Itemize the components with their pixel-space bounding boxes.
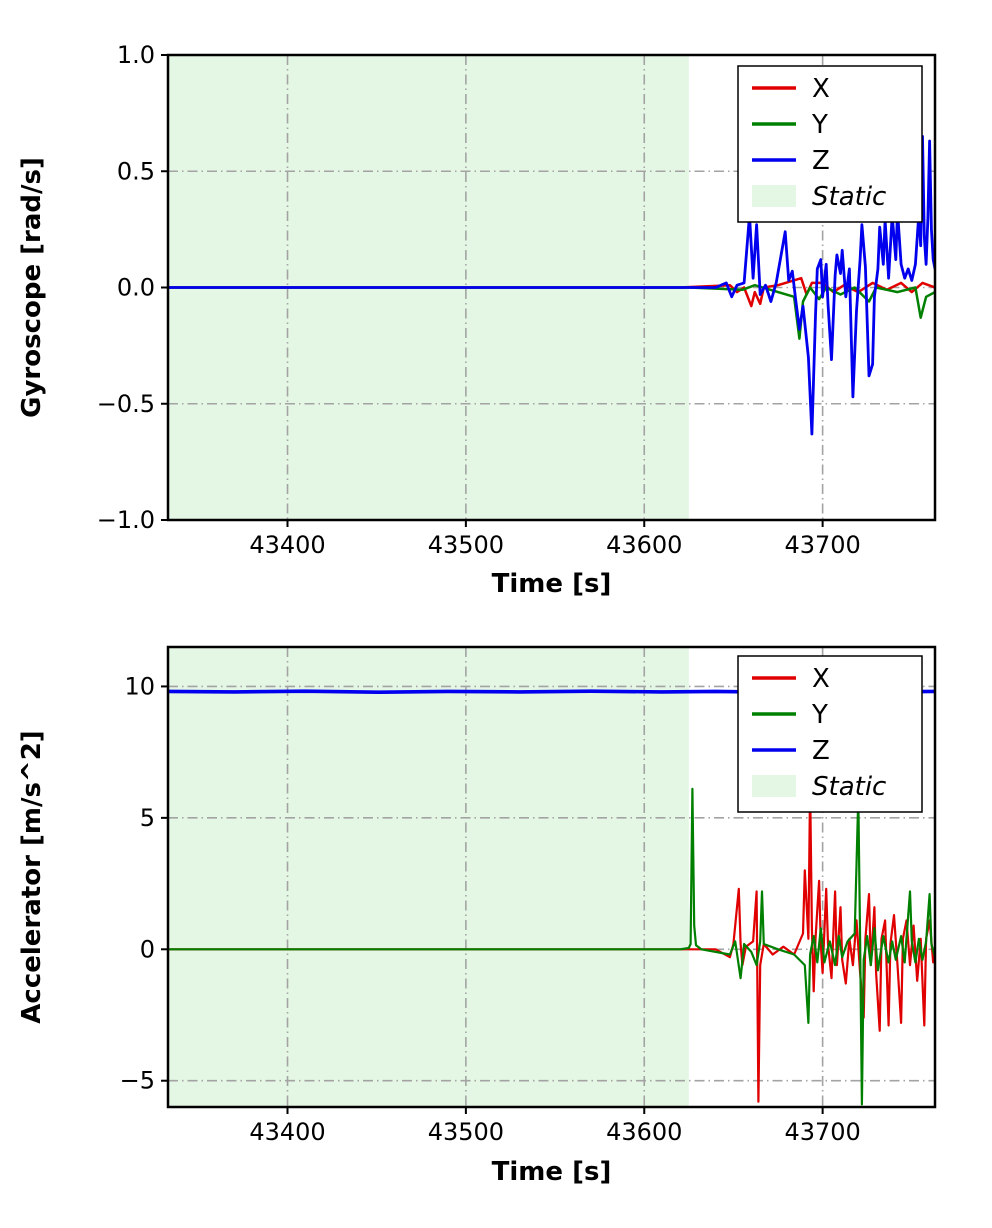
gyroscope-chart: 43400 43500 43600 43700 1.0 0.5 0.0 −0.5 −1.0 Tim… (0, 0, 992, 600)
x-tick-label: 43600 (606, 1118, 682, 1146)
legend-label-x: X (812, 664, 830, 694)
y-tick-label: 0 (140, 935, 155, 963)
x-tick-label: 43700 (784, 531, 860, 559)
legend-label-y: Y (811, 110, 828, 140)
series-X (168, 782, 935, 1103)
legend-label-z: Z (812, 146, 830, 176)
x-axis-label: Time [s] (492, 569, 612, 599)
accelerator-chart-canvas: 43400 43500 43600 43700 10 5 0 −5 Time [s] Accele… (17, 645, 937, 1187)
y-tick-label: 0.5 (117, 157, 155, 185)
x-tick-label: 43400 (249, 531, 325, 559)
x-tick-label: 43600 (606, 531, 682, 559)
legend-swatch-static (752, 185, 796, 207)
y-tick-label: 0.0 (117, 274, 155, 302)
legend-label-static: Static (812, 772, 886, 802)
legend-label-static: Static (812, 182, 886, 212)
series-Y (168, 787, 935, 1106)
tick-labels: 43400 43500 43600 43700 1.0 0.5 0.0 −0.5 −1.0 (97, 41, 861, 559)
legend-label-y: Y (811, 700, 828, 730)
x-tick-label: 43700 (784, 1118, 860, 1146)
legend-label-z: Z (812, 736, 830, 766)
legend-label-x: X (812, 74, 830, 104)
legend-swatch-static (752, 775, 796, 797)
y-tick-label: −0.5 (97, 390, 155, 418)
legend: XYZ Static (737, 65, 923, 223)
y-tick-label: 1.0 (117, 41, 155, 69)
y-tick-label: 5 (140, 804, 155, 832)
y-tick-label: −5 (120, 1067, 155, 1095)
tick-labels: 43400 43500 43600 43700 10 5 0 −5 (120, 672, 861, 1146)
series-Z (168, 134, 935, 436)
static-region (168, 647, 689, 1107)
y-axis-label: Accelerator [m/s^2] (17, 730, 47, 1023)
gyroscope-chart-canvas: 43400 43500 43600 43700 1.0 0.5 0.0 −0.5 −1.0 Tim… (17, 41, 937, 599)
y-tick-label: −1.0 (97, 506, 155, 534)
x-tick-label: 43400 (249, 1118, 325, 1146)
series-group (168, 134, 935, 436)
axes-spines (166, 645, 937, 1109)
x-axis-label: Time [s] (492, 1157, 612, 1187)
y-axis-label: Gyroscope [rad/s] (17, 157, 47, 418)
legend: XYZ Static (737, 655, 923, 813)
x-tick-label: 43500 (428, 1118, 504, 1146)
axis-ticks (161, 54, 824, 527)
axis-ticks (161, 685, 824, 1114)
accelerator-chart: 43400 43500 43600 43700 10 5 0 −5 Time [s] Accele… (0, 600, 992, 1228)
x-tick-label: 43500 (428, 531, 504, 559)
y-tick-label: 10 (124, 672, 155, 700)
